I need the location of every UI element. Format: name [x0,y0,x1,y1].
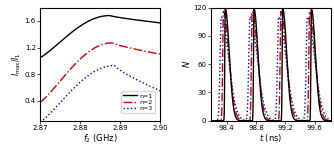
n=1 [137,19,141,21]
X-axis label: $t$ (ns): $t$ (ns) [259,132,282,144]
n=1 [38,57,42,58]
n=2 [96,45,100,47]
n=3 [158,90,162,92]
n=3 [137,80,141,82]
n=3 [95,69,99,71]
n=1 [96,16,100,18]
Line: n=2: n=2 [40,43,160,102]
n=3 [103,66,107,68]
n=2 [103,43,107,45]
n=2 [110,42,114,44]
n=2 [137,49,141,51]
Y-axis label: $N$: $N$ [181,60,192,68]
n=3 [110,65,114,67]
n=3 [113,65,117,66]
n=1 [108,15,112,16]
n=1 [95,17,99,18]
n=2 [158,53,162,55]
n=2 [95,46,99,48]
n=2 [110,42,114,44]
n=3 [96,69,100,71]
n=1 [158,22,162,24]
n=1 [103,15,107,17]
n=3 [156,89,160,91]
Legend: n=1, n=2, n=3: n=1, n=2, n=3 [121,91,155,113]
n=2 [38,101,42,103]
Line: n=3: n=3 [40,66,160,122]
n=1 [110,15,114,17]
n=3 [38,121,42,123]
n=1 [156,22,160,23]
X-axis label: $f_2$ (GHz): $f_2$ (GHz) [83,132,118,145]
Line: n=1: n=1 [40,16,160,58]
n=2 [156,53,160,55]
Y-axis label: $I_{\rm max}/I_1$: $I_{\rm max}/I_1$ [11,52,23,76]
